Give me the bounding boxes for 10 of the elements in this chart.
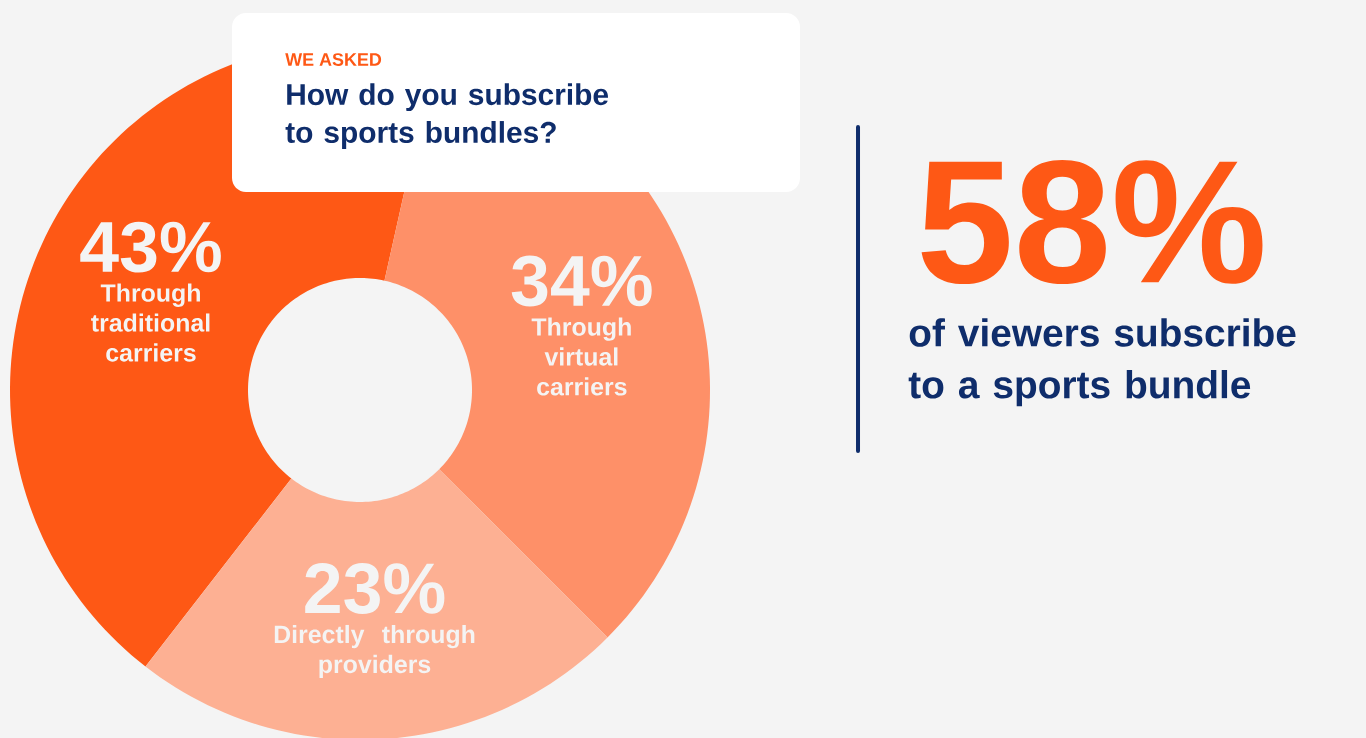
slice-label: Through virtual carriers <box>531 317 631 396</box>
slice-label: Directly through providers <box>274 624 475 679</box>
text: How do you subscribe to sports bundles? <box>285 83 609 149</box>
text: 58% <box>921 159 1263 285</box>
text: of viewers subscribe to a sports bundle <box>908 318 1296 407</box>
data-label: 23% <box>305 563 445 614</box>
data-label: 43% <box>80 221 221 273</box>
data-label: 34% <box>511 255 652 307</box>
chart-subtitle: WE ASKED <box>285 53 382 66</box>
slice-label: Through traditional carriers <box>91 283 210 362</box>
